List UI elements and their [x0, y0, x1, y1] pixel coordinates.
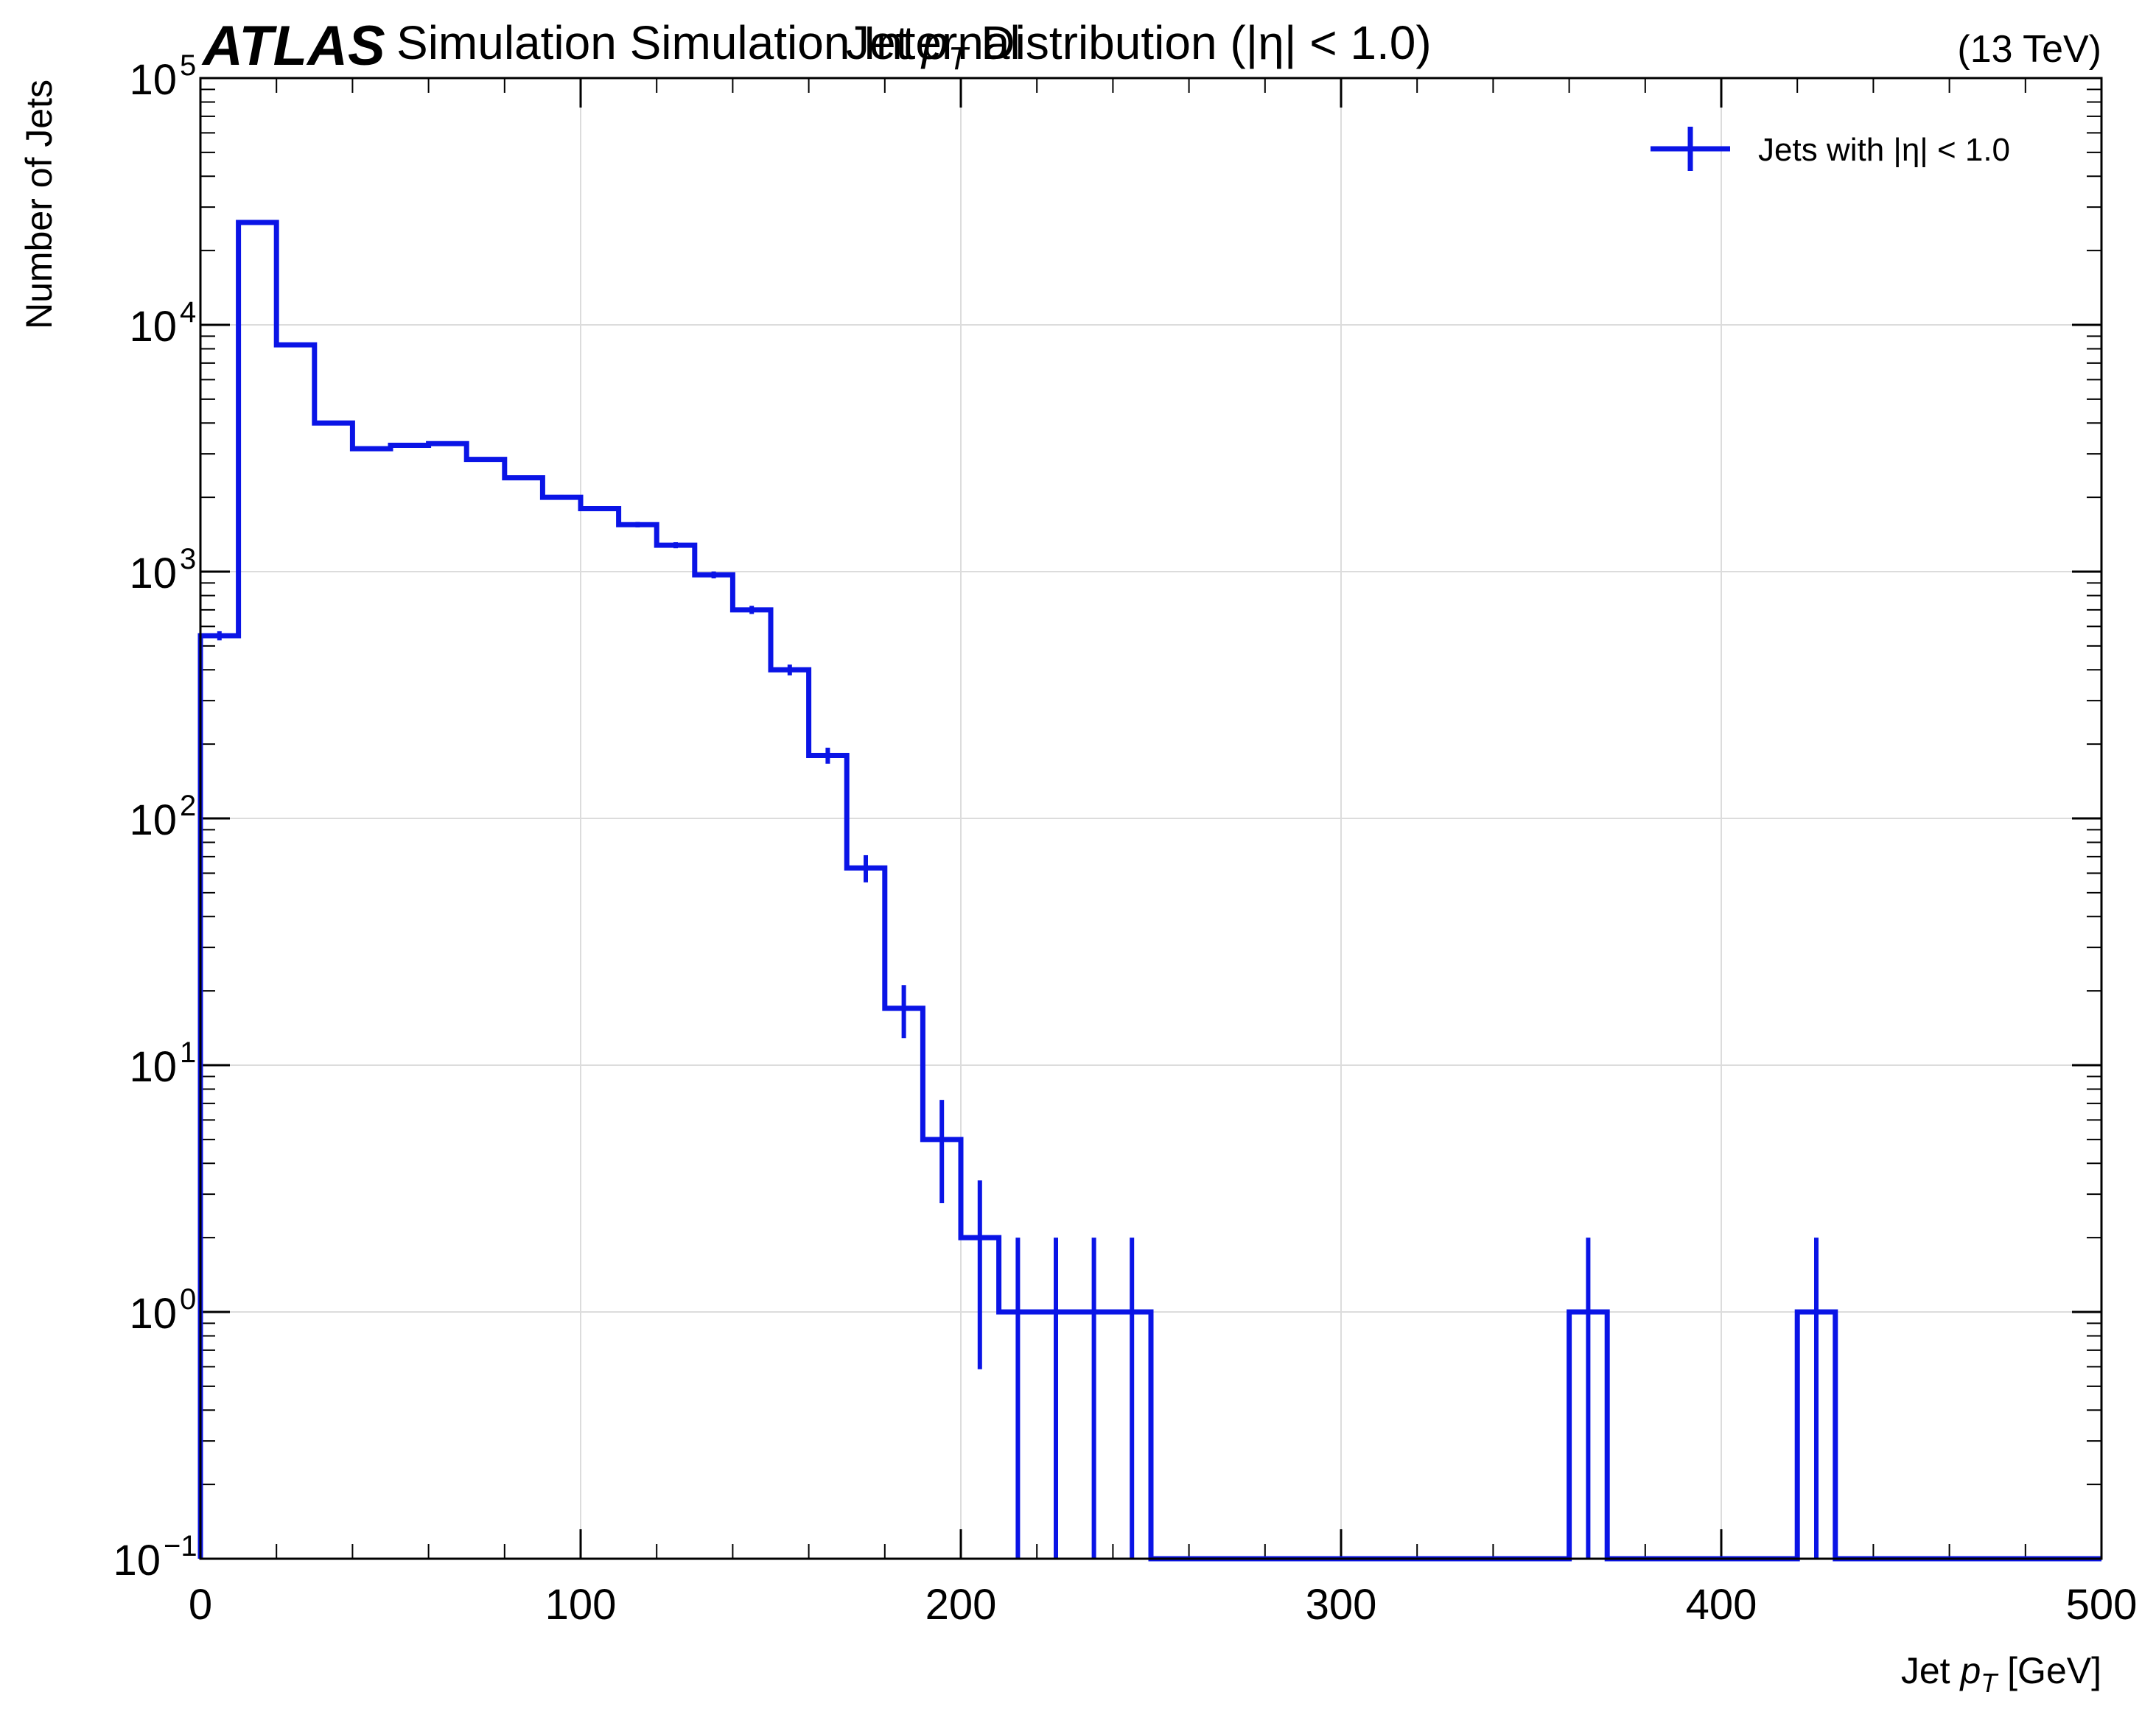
x-tick-label: 0 — [189, 1581, 212, 1629]
energy-label: (13 TeV) — [1957, 28, 2101, 71]
y-tick-exponent: 2 — [180, 790, 196, 822]
y-tick-exponent: 1 — [180, 1036, 196, 1069]
y-axis-label: Number of Jets — [18, 80, 60, 329]
x-tick-label: 400 — [1686, 1581, 1757, 1629]
legend-entry-label: Jets with |η| < 1.0 — [1758, 132, 2010, 168]
x-tick-label: 200 — [925, 1581, 997, 1629]
y-tick-label: 10 — [113, 1537, 161, 1585]
error-bars — [217, 222, 1819, 1559]
x-axis-label: Jet pT [GeV] — [1901, 1650, 2101, 1698]
status-label: Simulation Simulation Internal — [396, 16, 1021, 69]
x-tick-label: 100 — [545, 1581, 617, 1629]
y-tick-label: 10 — [129, 550, 177, 597]
y-tick-label: 10 — [129, 1043, 177, 1091]
plot-frame — [199, 77, 2103, 1560]
y-tick-exponent: 3 — [180, 543, 196, 575]
x-tick-label: 300 — [1306, 1581, 1377, 1629]
y-tick-exponent: 0 — [180, 1283, 196, 1316]
chart-title: Jet pT Distribution (|η| < 1.0) — [846, 16, 1432, 77]
legend: Jets with |η| < 1.0 — [1651, 127, 2010, 171]
minor-ticks — [200, 78, 2102, 1559]
y-tick-exponent: −1 — [164, 1530, 197, 1562]
y-tick-label: 10 — [129, 56, 177, 104]
y-tick-exponent: 4 — [180, 296, 196, 329]
x-tick-labels: 0 100 200 300 400 500 — [189, 1581, 2138, 1629]
y-tick-exponent: 5 — [180, 49, 196, 82]
x-tick-label: 500 — [2066, 1581, 2138, 1629]
y-tick-label: 10 — [129, 1290, 177, 1338]
atlas-label: ATLAS — [201, 15, 385, 77]
y-tick-label: 10 — [129, 796, 177, 844]
y-tick-label: 10 — [129, 303, 177, 351]
